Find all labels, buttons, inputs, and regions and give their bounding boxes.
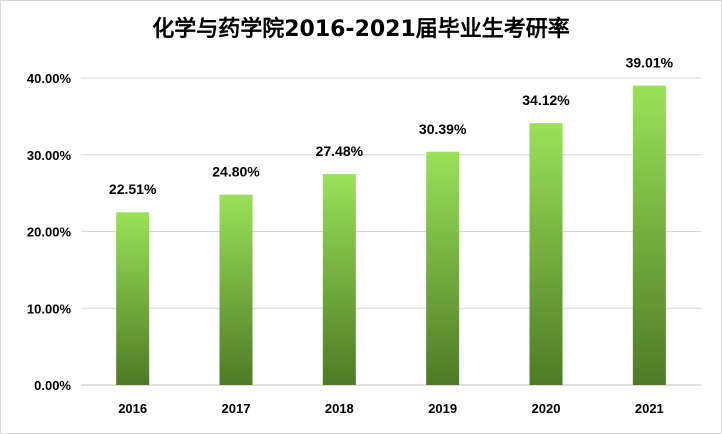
y-tick-label: 30.00% bbox=[27, 148, 72, 163]
y-tick-label: 0.00% bbox=[34, 378, 71, 393]
bar-2016 bbox=[116, 212, 150, 385]
bars bbox=[116, 85, 666, 385]
x-tick-label-2017: 2017 bbox=[222, 401, 251, 416]
y-tick-label: 10.00% bbox=[27, 301, 72, 316]
bar-2017 bbox=[219, 194, 253, 385]
x-tick-label-2019: 2019 bbox=[428, 401, 457, 416]
bar-2020 bbox=[529, 123, 563, 385]
data-label-2017: 24.80% bbox=[212, 164, 260, 180]
gridlines bbox=[81, 77, 701, 309]
data-label-2020: 34.12% bbox=[522, 92, 570, 108]
data-label-2018: 27.48% bbox=[316, 143, 364, 159]
axes: 0.00% 10.00% 20.00% 30.00% 40.00% bbox=[27, 71, 701, 393]
data-label-2016: 22.51% bbox=[109, 181, 157, 197]
chart-title: 化学与药学院2016-2021届毕业生考研率 bbox=[152, 17, 570, 42]
data-label-2021: 39.01% bbox=[626, 55, 674, 71]
y-tick-label: 40.00% bbox=[27, 71, 72, 86]
bar-2018 bbox=[322, 174, 356, 385]
bar-2021 bbox=[632, 85, 666, 385]
y-tick-label: 20.00% bbox=[27, 225, 72, 240]
labels: 22.51% 2016 24.80% 2017 27.48% 2018 30.39% 2019… bbox=[109, 55, 674, 416]
x-tick-label-2016: 2016 bbox=[118, 401, 147, 416]
x-tick-label-2018: 2018 bbox=[325, 401, 354, 416]
data-label-2019: 30.39% bbox=[419, 121, 467, 137]
bar-2019 bbox=[426, 151, 460, 385]
x-tick-label-2020: 2020 bbox=[532, 401, 561, 416]
x-tick-label-2021: 2021 bbox=[635, 401, 664, 416]
